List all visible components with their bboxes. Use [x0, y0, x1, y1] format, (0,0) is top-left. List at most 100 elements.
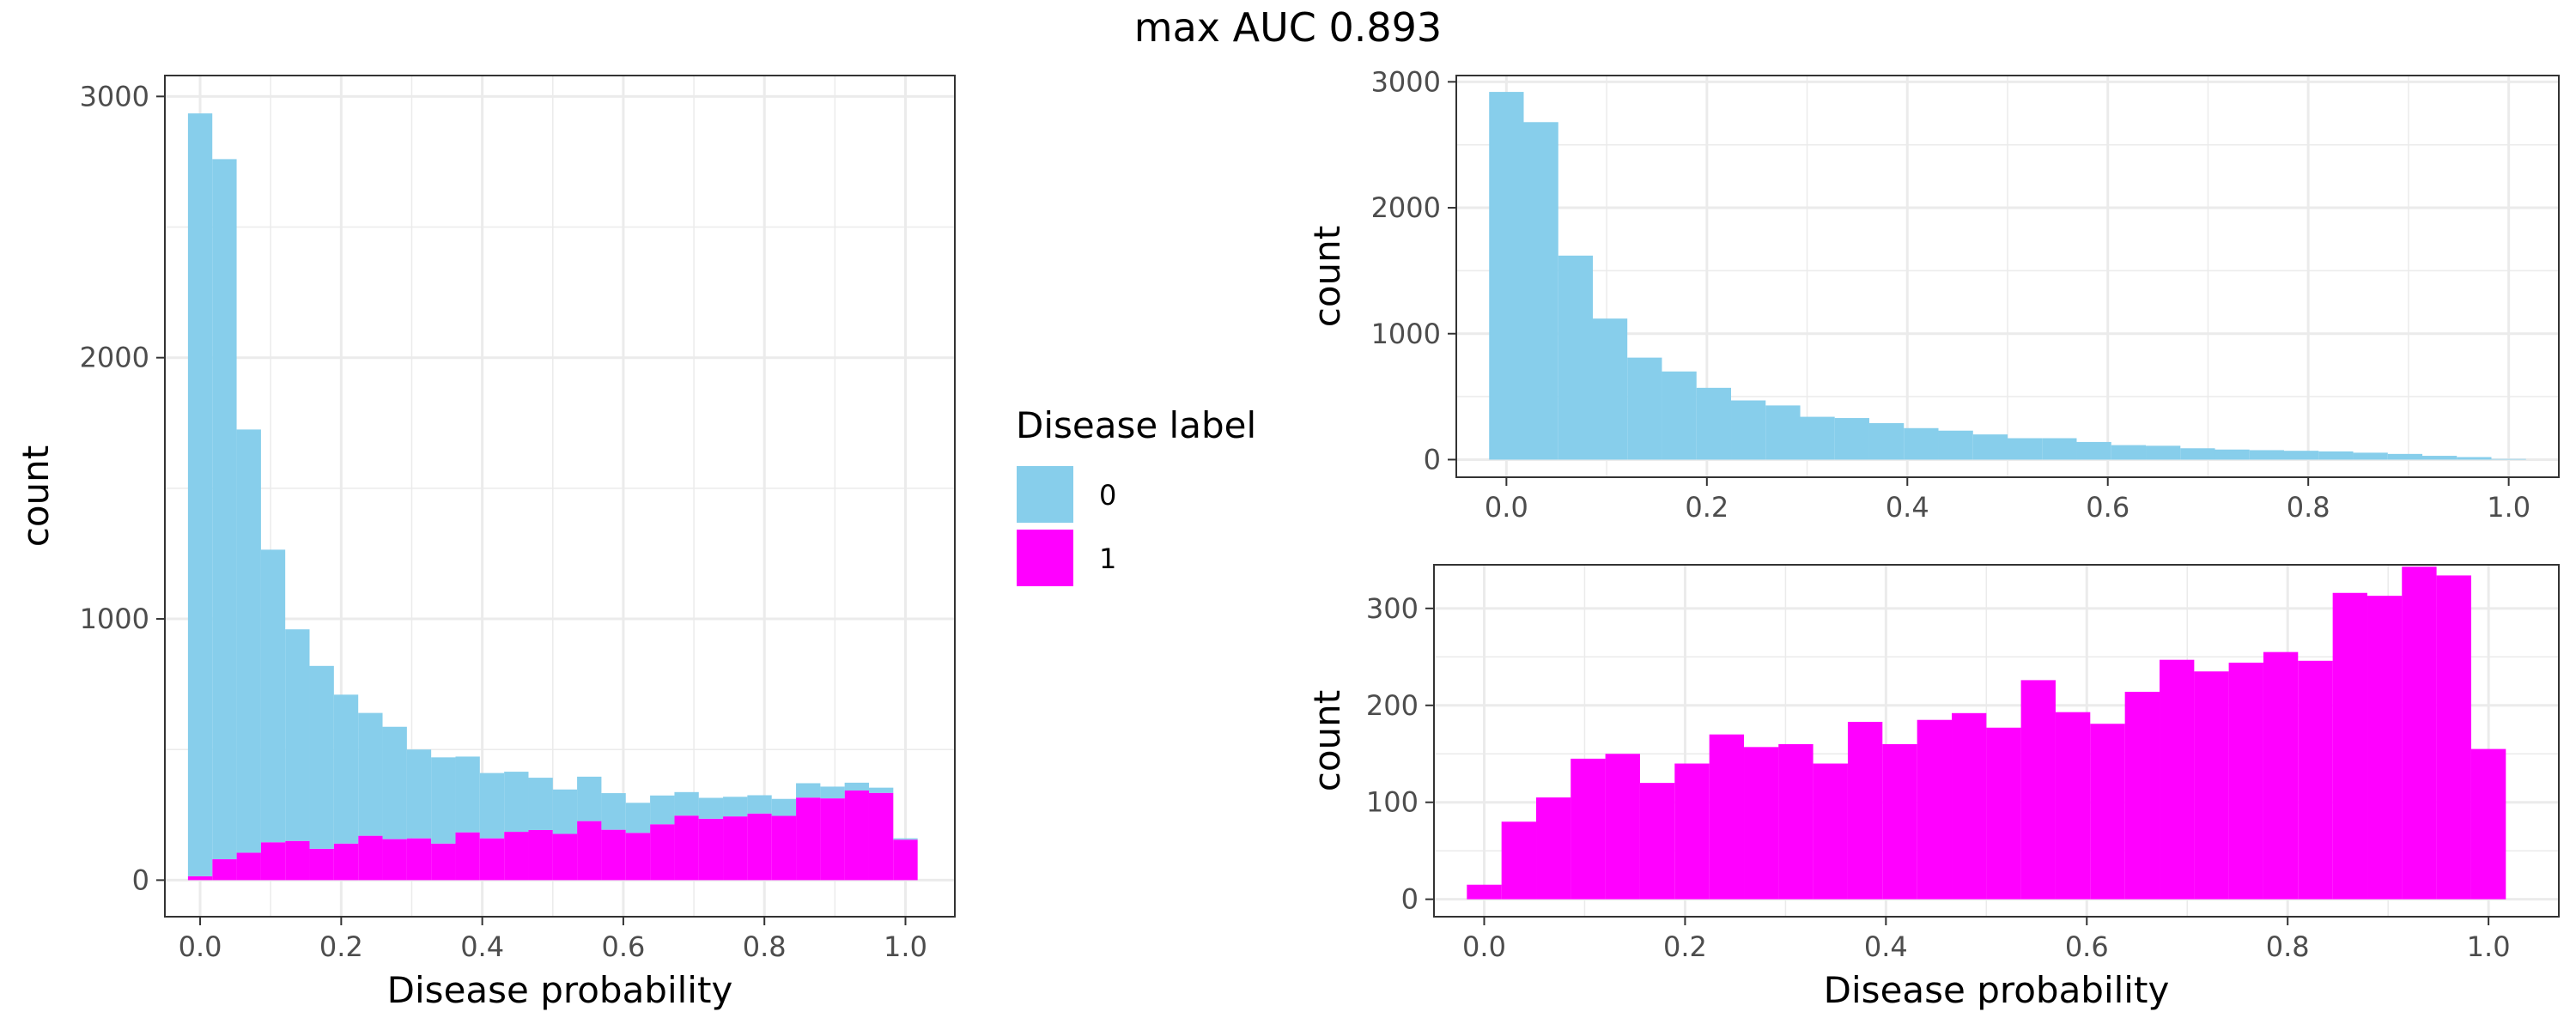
panel-border: [1433, 564, 2560, 918]
y-tick-label: 0: [1424, 443, 1441, 476]
histogram-bar: [2124, 691, 2160, 900]
histogram-bar: [625, 803, 651, 833]
histogram-bar: [2076, 441, 2111, 460]
histogram-bar: [431, 843, 456, 881]
histogram-bar: [2387, 453, 2423, 460]
histogram-bar: [2318, 451, 2354, 460]
histogram-bar: [552, 833, 578, 881]
histogram-bar: [2402, 566, 2437, 900]
histogram-bar: [2421, 456, 2458, 460]
histogram-bar: [1639, 783, 1675, 900]
y-tick-label: 2000: [80, 342, 149, 374]
histogram-bar: [1662, 371, 1697, 460]
x-tick-label: 0.4: [1886, 491, 1929, 524]
histogram-bar: [820, 786, 845, 799]
legend-title: Disease label: [1016, 404, 1256, 446]
histogram-bar: [528, 829, 553, 881]
figure-title: max AUC 0.893: [1134, 4, 1442, 51]
histogram-bar: [650, 824, 675, 881]
y-tick-label: 300: [1366, 592, 1419, 625]
histogram-bar: [455, 756, 480, 833]
histogram-bar: [431, 757, 456, 844]
histogram-bar: [747, 813, 772, 881]
legend-key: [1015, 464, 1075, 524]
x-axis-label: Disease probability: [387, 969, 733, 1011]
y-tick-label: 1000: [80, 603, 149, 635]
histogram-bar: [2436, 575, 2471, 900]
histogram-bar: [1765, 405, 1801, 460]
x-axis-label: Disease probability: [1824, 969, 2170, 1011]
histogram-bar: [2457, 457, 2492, 460]
histogram-bar: [2194, 671, 2229, 900]
histogram-bar: [1467, 884, 1502, 900]
histogram-bar: [674, 815, 699, 881]
x-tick-label: 1.0: [884, 930, 927, 963]
histogram-bar: [2042, 438, 2077, 460]
histogram-bar: [2283, 451, 2319, 460]
histogram-bar: [601, 829, 626, 881]
x-tick-label: 0.8: [743, 930, 787, 963]
panel-border: [1455, 75, 2560, 478]
legend: Disease label 0 1: [1015, 404, 1256, 588]
legend-label: 1: [1099, 542, 1116, 575]
histogram-bar: [187, 876, 213, 881]
histogram-bar: [260, 842, 286, 881]
histogram-bar: [187, 113, 213, 876]
x-tick-label: 1.0: [2487, 491, 2530, 524]
y-tick-label: 3000: [1371, 65, 1441, 98]
histogram-bar: [723, 816, 748, 881]
y-tick-label: 0: [132, 863, 149, 896]
x-tick-label: 1.0: [2467, 930, 2511, 963]
histogram-bar: [893, 839, 918, 881]
histogram-bar: [1501, 821, 1537, 900]
histogram-bar: [285, 840, 310, 881]
histogram-bar: [1709, 734, 1745, 900]
histogram-bar: [723, 797, 748, 817]
histogram-bar: [698, 797, 724, 819]
histogram-bar: [674, 791, 699, 816]
panel-top-right: 0.0 0.2 0.4 0.6 0.8 1.0 0 1000 2000 3000 count: [1306, 65, 2560, 524]
x-tick-label: 0.4: [460, 930, 504, 963]
histogram-bar: [212, 159, 237, 860]
x-tick-label: 0.6: [2086, 491, 2129, 524]
histogram-bar: [1868, 422, 1905, 460]
panel-border: [164, 75, 956, 918]
histogram-bar: [479, 838, 505, 881]
histogram-bar: [844, 782, 869, 791]
y-axis-label: count: [15, 445, 57, 548]
histogram-bar: [504, 832, 529, 881]
histogram-bar: [1558, 255, 1594, 460]
histogram-bar: [2090, 724, 2125, 900]
histogram-bar: [1938, 430, 1973, 460]
histogram-bar: [1904, 427, 1939, 460]
histogram-bar: [698, 818, 724, 881]
histogram-bar: [552, 789, 578, 834]
histogram-bar: [333, 694, 359, 844]
histogram-bar: [212, 859, 237, 881]
histogram-bar: [2160, 659, 2195, 900]
histogram-bar: [1882, 743, 1917, 900]
histogram-bar: [2470, 748, 2506, 900]
y-axis-label: count: [1306, 690, 1348, 792]
histogram-bar: [1696, 387, 1732, 460]
x-tick-label: 0.6: [601, 930, 645, 963]
histogram-bar: [382, 726, 407, 839]
histogram-bar: [1605, 754, 1640, 900]
histogram-bar: [1627, 357, 1662, 460]
histogram-bar: [1571, 758, 1606, 900]
histogram-bar: [479, 772, 505, 839]
y-tick-label: 3000: [80, 80, 149, 112]
x-tick-label: 0.8: [2287, 491, 2330, 524]
histogram-bar: [2007, 438, 2043, 460]
histogram-bar: [2298, 660, 2333, 900]
x-tick-label: 0.2: [1663, 930, 1707, 963]
histogram-bar: [2215, 449, 2250, 460]
histogram-bar: [2111, 445, 2147, 460]
histogram-bar: [601, 793, 626, 830]
histogram-bar: [1731, 400, 1766, 460]
legend-key: [1015, 528, 1075, 588]
histogram-bar: [650, 795, 675, 825]
panel-left: 0.0 0.2 0.4 0.6 0.8 1.0 0 1000 2000 3000 Disease p…: [15, 75, 956, 1011]
